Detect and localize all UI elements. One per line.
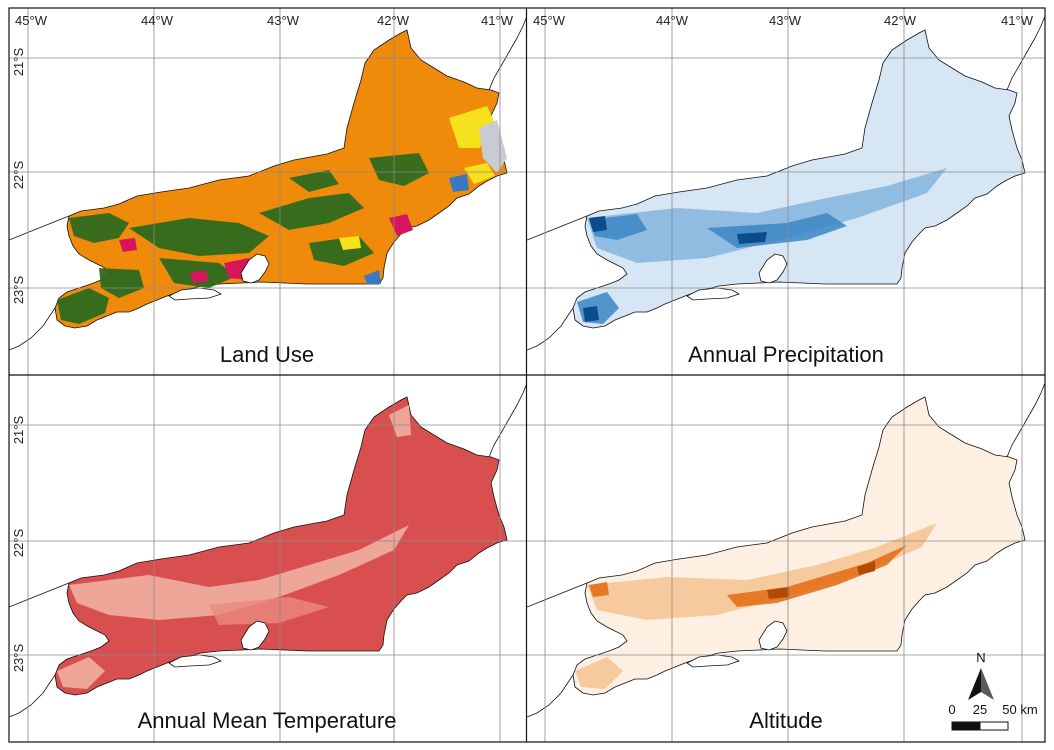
lat-label: 23°S: [11, 644, 26, 673]
lon-label: 42°W: [377, 13, 410, 28]
panel-land-use: [9, 15, 526, 351]
scale-bar-label-0: 0: [948, 702, 955, 717]
lon-label: 43°W: [267, 13, 300, 28]
panel-annual-mean-temperature: [9, 382, 526, 718]
lon-label: 43°W: [769, 13, 802, 28]
lat-label: 21°S: [11, 416, 26, 445]
lon-label: 44°W: [141, 13, 174, 28]
panel-titles: Land Use Annual Precipitation Annual Mea…: [138, 342, 884, 733]
panel-title-altitude: Altitude: [749, 708, 822, 733]
lon-label: 44°W: [656, 13, 689, 28]
lat-label: 22°S: [11, 529, 26, 558]
lon-label: 45°W: [15, 13, 48, 28]
scale-bar: 0 25 50 km: [948, 702, 1038, 731]
panel-title-annual-mean-temperature: Annual Mean Temperature: [138, 708, 397, 733]
north-arrow-label: N: [976, 650, 985, 665]
latitude-labels: 21°S 22°S 23°S 21°S 22°S 23°S: [11, 48, 26, 673]
scale-bar-label-50: 50 km: [1002, 702, 1037, 717]
scale-bar-label-25: 25: [973, 702, 987, 717]
lat-label: 21°S: [11, 48, 26, 77]
lon-label: 41°W: [481, 13, 514, 28]
panel-title-annual-precipitation: Annual Precipitation: [688, 342, 884, 367]
lon-label: 41°W: [1001, 13, 1034, 28]
panel-altitude: [527, 382, 1045, 718]
north-arrow-icon: [968, 668, 981, 700]
panel-title-land-use: Land Use: [220, 342, 314, 367]
longitude-labels: 45°W 44°W 43°W 42°W 41°W 45°W 44°W 43°W …: [15, 13, 1034, 28]
lat-label: 23°S: [11, 276, 26, 305]
lon-label: 42°W: [884, 13, 917, 28]
north-arrow: N: [968, 650, 994, 700]
panel-frames: [8, 7, 1046, 743]
panel-annual-precipitation: [527, 15, 1045, 351]
lon-label: 45°W: [533, 13, 566, 28]
lat-label: 22°S: [11, 161, 26, 190]
